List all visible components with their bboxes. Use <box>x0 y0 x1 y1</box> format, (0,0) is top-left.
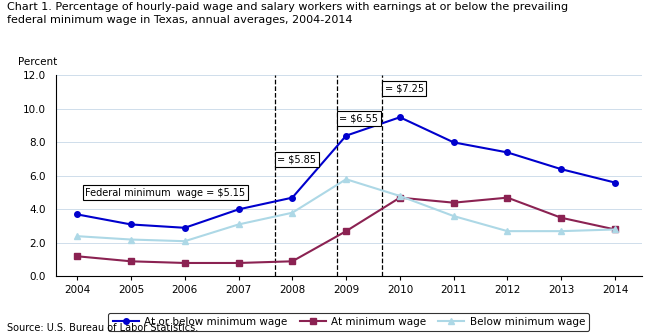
Text: = $5.85: = $5.85 <box>277 154 316 164</box>
Text: federal minimum wage in Texas, annual averages, 2004-2014: federal minimum wage in Texas, annual av… <box>7 15 352 25</box>
Text: Percent: Percent <box>18 57 57 67</box>
Text: Chart 1. Percentage of hourly-paid wage and salary workers with earnings at or b: Chart 1. Percentage of hourly-paid wage … <box>7 2 568 12</box>
Legend: At or below minimum wage, At minimum wage, Below minimum wage: At or below minimum wage, At minimum wag… <box>108 313 590 331</box>
Text: Source: U.S. Bureau of Labor Statistics.: Source: U.S. Bureau of Labor Statistics. <box>7 323 198 333</box>
Text: = $7.25: = $7.25 <box>385 84 424 94</box>
Text: Federal minimum  wage = $5.15: Federal minimum wage = $5.15 <box>85 188 246 198</box>
Text: = $6.55: = $6.55 <box>339 114 378 124</box>
